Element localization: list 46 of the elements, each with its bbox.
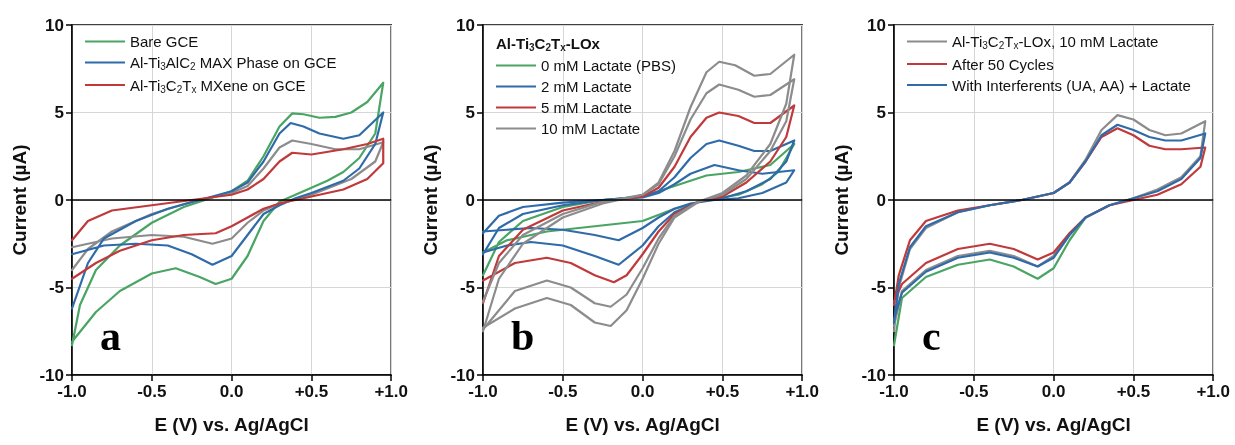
y-tick-label: 10 (867, 15, 886, 35)
y-tick-label: -5 (870, 278, 886, 297)
y-tick-label: 0 (876, 190, 886, 210)
y-tick-label: 5 (876, 103, 886, 122)
legend-label: After 50 Cycles (952, 55, 1054, 73)
legend-label: 5 mM Lactate (541, 99, 632, 116)
legend-label: 0 mM Lactate (PBS) (541, 57, 677, 74)
legend-label: Bare GCE (130, 33, 199, 50)
x-tick-label: +1.0 (1196, 382, 1230, 401)
y-tick-label: 10 (456, 15, 475, 35)
x-tick-label: -1.0 (879, 382, 909, 401)
x-tick-label: 0.0 (630, 382, 655, 401)
y-axis-title: Current (µA) (830, 144, 852, 256)
x-axis-title: E (V) vs. Ag/AgCl (154, 414, 309, 435)
x-tick-label: -1.0 (57, 382, 87, 401)
annotation: a (100, 313, 121, 359)
x-tick-label: -1.0 (468, 382, 498, 401)
x-tick-label: -0.5 (959, 382, 989, 401)
y-axis-title: Current (µA) (8, 144, 30, 256)
x-tick-label: -0.5 (137, 382, 167, 401)
x-tick-label: 0.0 (219, 382, 244, 401)
y-tick-label: -5 (48, 278, 64, 297)
x-axis-title: E (V) vs. Ag/AgCl (976, 414, 1131, 435)
y-tick-label: -5 (459, 278, 475, 297)
annotation: c (922, 313, 941, 359)
y-tick-label: 5 (465, 103, 475, 122)
y-tick-label: 0 (465, 190, 475, 210)
x-tick-label: +0.5 (1116, 382, 1151, 401)
y-tick-label: -10 (39, 365, 64, 385)
x-tick-label: +0.5 (294, 382, 329, 401)
y-axis-title: Current (µA) (419, 144, 441, 256)
x-axis-title: E (V) vs. Ag/AgCl (565, 414, 720, 435)
y-tick-label: -10 (861, 365, 886, 385)
x-tick-label: 0.0 (1041, 382, 1066, 401)
x-tick-label: +1.0 (785, 382, 819, 401)
x-tick-label: +1.0 (374, 382, 408, 401)
legend-label: With Interferents (UA, AA) + Lactate (952, 76, 1191, 94)
annotation: b (511, 313, 535, 359)
y-tick-label: 10 (45, 15, 64, 35)
legend-label: 2 mM Lactate (541, 78, 632, 95)
y-tick-label: 5 (54, 103, 64, 122)
y-tick-label: 0 (54, 190, 64, 210)
x-tick-label: -0.5 (548, 382, 578, 401)
legend-label: 10 mM Lactate (541, 120, 641, 137)
x-tick-label: +0.5 (705, 382, 740, 401)
y-tick-label: -10 (450, 365, 475, 385)
